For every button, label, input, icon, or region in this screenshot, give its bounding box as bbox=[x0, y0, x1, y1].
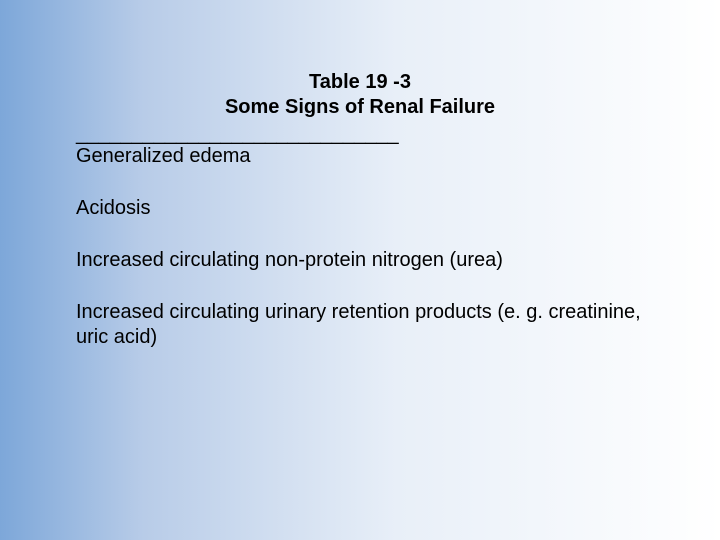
underline: _____________________________ bbox=[76, 122, 660, 146]
title-block: Table 19 -3 Some Signs of Renal Failure bbox=[60, 70, 660, 120]
slide-container: Table 19 -3 Some Signs of Renal Failure … bbox=[0, 0, 720, 540]
list-item: Acidosis bbox=[76, 196, 660, 221]
list-item: Generalized edema bbox=[76, 144, 660, 169]
table-number: Table 19 -3 bbox=[60, 70, 660, 95]
list-item: Increased circulating urinary retention … bbox=[76, 300, 660, 350]
list-item: Increased circulating non-protein nitrog… bbox=[76, 248, 660, 273]
table-title: Some Signs of Renal Failure bbox=[60, 95, 660, 120]
